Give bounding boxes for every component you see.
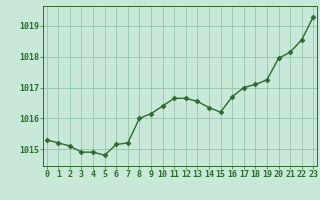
Text: Graphe pression niveau de la mer (hPa): Graphe pression niveau de la mer (hPa) [41,183,279,193]
